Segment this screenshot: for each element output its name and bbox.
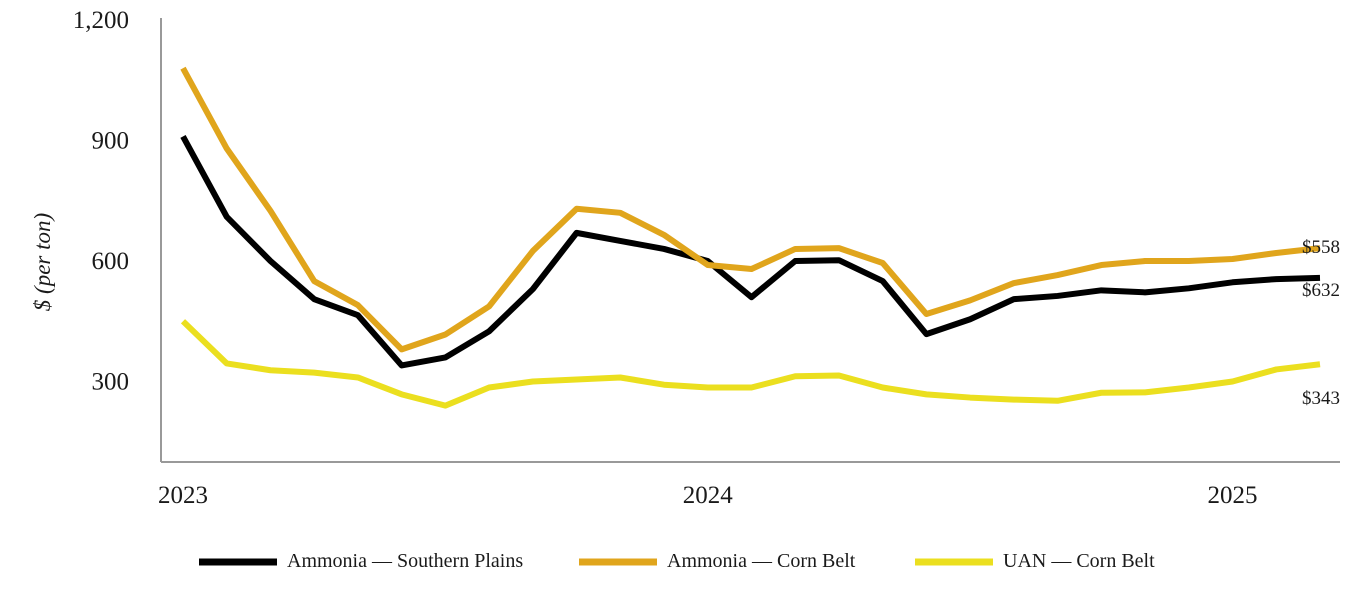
y-tick-label: 600 [92,248,130,275]
legend-label: UAN — Corn Belt [1003,550,1155,572]
chart-legend: Ammonia — Southern Plains Ammonia — Corn … [199,550,1155,572]
series-end-labels: $558 $632 $343 [1302,237,1340,409]
series-end-label: $558 [1302,237,1340,258]
y-tick-label: 900 [92,128,130,155]
series-end-label: $343 [1302,388,1340,409]
x-tick-label: 2023 [158,482,208,509]
legend-label: Ammonia — Southern Plains [287,550,523,572]
series-end-label: $632 [1302,280,1340,301]
chart-series [180,66,1321,409]
y-axis-label: $ (per ton) [30,213,55,311]
y-tick-label: 300 [92,369,130,396]
x-tick-label: 2025 [1208,482,1258,509]
legend-label: Ammonia — Corn Belt [667,550,856,572]
series-line [180,135,1321,369]
x-tick-label: 2024 [683,482,734,509]
series-line [180,319,1321,409]
series-line [180,66,1321,353]
x-axis-ticks: 2023 2024 2025 [158,482,1258,509]
y-axis-ticks: 300 600 900 1,200 [73,7,129,396]
y-tick-label: 1,200 [73,7,129,34]
chart-axes [160,18,1340,463]
